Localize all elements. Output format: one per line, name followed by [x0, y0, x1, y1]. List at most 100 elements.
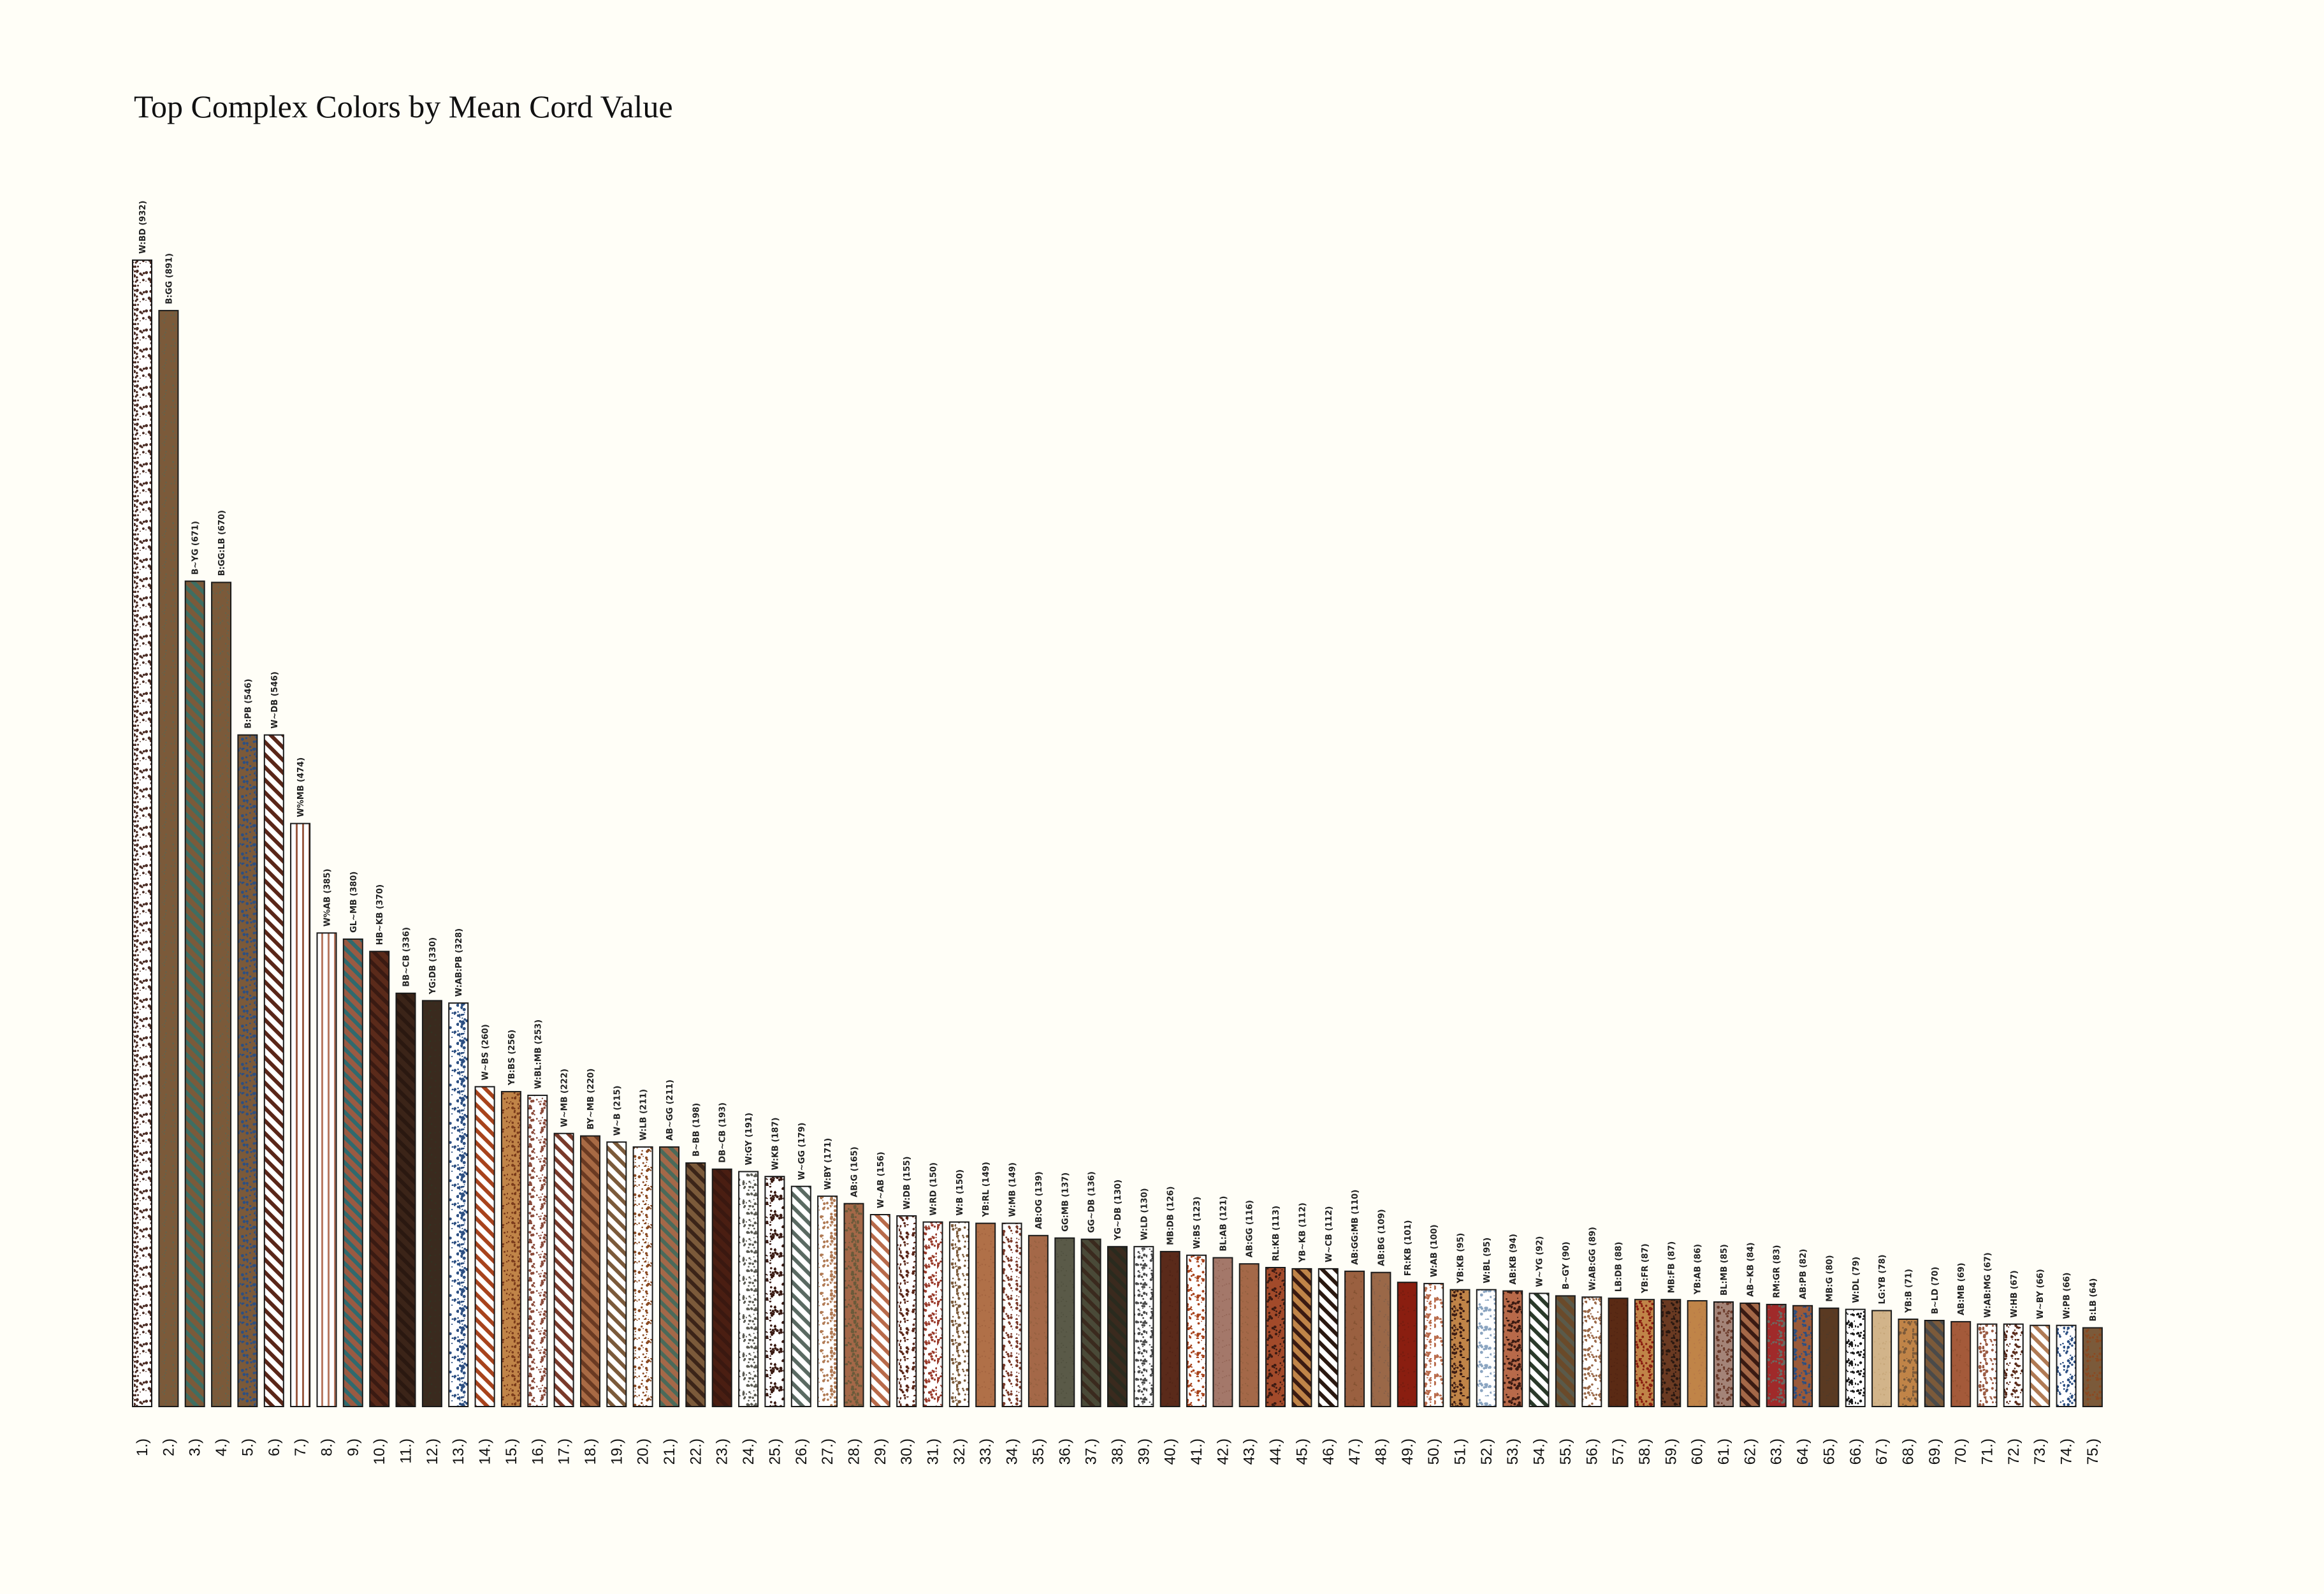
bar-value-label: W~CB (112): [1325, 1206, 1334, 1262]
bar-value-label: W:LD (130): [1140, 1188, 1149, 1240]
bar-72: [2003, 1323, 2024, 1407]
bar-value-label: YB:AB (86): [1694, 1244, 1703, 1295]
bar-value-label: W:BL (95): [1483, 1238, 1492, 1283]
rank-label: 14.): [477, 1438, 494, 1465]
rank-label: 20.): [635, 1438, 652, 1465]
value-labels-group: W:BD (932) B:GG (891) B~YG (671) B:GG:LB (6…: [138, 201, 2098, 1322]
rank-label: 29.): [872, 1438, 889, 1465]
bar-value-label: W:MB (149): [1008, 1162, 1018, 1217]
bar-value-label: W:DB (155): [903, 1157, 912, 1210]
bar-value-label: MB:G (80): [1825, 1255, 1834, 1301]
rank-label: 1.): [134, 1438, 151, 1456]
bar-50: [1423, 1283, 1444, 1407]
rank-label: 5.): [239, 1438, 256, 1456]
bar-value-label: W~YG (92): [1536, 1236, 1545, 1287]
bar-value-label: AB~GG (211): [665, 1079, 675, 1141]
rank-label: 58.): [1636, 1438, 1653, 1465]
bar-75: [2082, 1327, 2103, 1407]
bar-21: [659, 1146, 679, 1408]
rank-label: 69.): [1926, 1438, 1943, 1465]
bar-38: [1107, 1246, 1128, 1407]
bar-24: [738, 1171, 759, 1407]
rank-label: 28.): [846, 1438, 863, 1465]
bar-4: [211, 581, 232, 1407]
bar-69: [1924, 1320, 1945, 1407]
rank-label: 31.): [925, 1438, 942, 1465]
bar-36: [1054, 1237, 1075, 1407]
bar-32: [948, 1221, 970, 1407]
bar-value-label: GG~DB (136): [1087, 1171, 1097, 1232]
rank-label: 75.): [2084, 1438, 2102, 1465]
bar-value-label: YB:FR (87): [1641, 1243, 1650, 1294]
bar-56: [1581, 1296, 1602, 1408]
bar-value-label: LG:YB (78): [1878, 1255, 1887, 1305]
rank-label: 63.): [1768, 1438, 1785, 1465]
bar-28: [843, 1203, 864, 1407]
bar-value-label: W:BL:MB (253): [534, 1020, 543, 1089]
bar-value-label: W:GY (191): [744, 1113, 754, 1165]
rank-label: 2.): [160, 1438, 177, 1456]
bar-55: [1555, 1295, 1576, 1408]
rank-labels-group: 1.) 2.) 3.) 4.) 5.) 6.) 7.) 8.) 9.) 10.) 11.) 12.) 1…: [134, 1438, 2102, 1465]
rank-label: 60.): [1689, 1438, 1706, 1465]
bar-73: [2030, 1324, 2051, 1407]
bar-value-label: YB:B (71): [1905, 1269, 1914, 1313]
bar-value-label: DB~CB (193): [718, 1102, 728, 1163]
bar-27: [817, 1196, 838, 1407]
bar-63: [1766, 1303, 1787, 1408]
bar-43: [1238, 1263, 1260, 1407]
bar-value-label: B~BB (198): [692, 1103, 701, 1157]
bar-value-label: AB:G (165): [850, 1146, 860, 1197]
bar-54: [1529, 1292, 1550, 1407]
bar-68: [1898, 1319, 1919, 1407]
bar-value-label: YB:RL (149): [982, 1162, 991, 1217]
bar-67: [1871, 1310, 1892, 1407]
rank-label: 42.): [1214, 1438, 1231, 1465]
bar-value-label: AB:KB (94): [1509, 1234, 1518, 1285]
bar-25: [764, 1176, 785, 1407]
bar-61: [1713, 1301, 1734, 1407]
bar-value-label: W:KB (187): [771, 1118, 780, 1171]
bar-value-label: W~BS (260): [481, 1024, 491, 1080]
rank-label: 53.): [1504, 1438, 1521, 1465]
bar-52: [1476, 1289, 1497, 1407]
bar-value-label: YG:DB (330): [428, 937, 438, 995]
rank-label: 34.): [1004, 1438, 1021, 1465]
bar-19: [606, 1141, 627, 1407]
rank-label: 48.): [1372, 1438, 1390, 1465]
rank-label: 51.): [1452, 1438, 1469, 1465]
bar-value-label: YB~KB (112): [1298, 1203, 1307, 1263]
bars-group: [132, 260, 2103, 1408]
rank-label: 39.): [1135, 1438, 1152, 1465]
bar-value-label: MB:FB (87): [1667, 1241, 1676, 1293]
bar-value-label: B~LD (70): [1931, 1267, 1940, 1314]
rank-label: 11.): [398, 1438, 415, 1464]
bar-33: [975, 1222, 996, 1407]
bar-35: [1028, 1234, 1049, 1408]
rank-label: 56.): [1583, 1438, 1601, 1465]
bar-11: [395, 992, 416, 1408]
bar-66: [1845, 1308, 1866, 1408]
bar-7: [290, 823, 311, 1407]
rank-label: 64.): [1794, 1438, 1812, 1465]
bar-value-label: YB:BS (256): [507, 1030, 517, 1086]
bar-65: [1819, 1307, 1840, 1407]
bar-value-label: AB:PB (82): [1799, 1249, 1808, 1299]
bar-29: [869, 1214, 890, 1407]
rank-label: 68.): [1900, 1438, 1917, 1465]
rank-label: 57.): [1610, 1438, 1627, 1465]
rank-label: 21.): [661, 1438, 678, 1465]
bar-value-label: W~GG (179): [797, 1123, 807, 1180]
bar-value-label: LB:DB (88): [1615, 1242, 1624, 1292]
bar-value-label: YG~DB (130): [1114, 1180, 1123, 1241]
bar-58: [1634, 1299, 1655, 1407]
bar-value-label: HB~KB (370): [375, 884, 385, 945]
bar-value-label: B:PB (546): [243, 679, 253, 729]
bar-34: [1001, 1222, 1022, 1407]
bar-value-label: W%MB (474): [296, 757, 306, 817]
bar-16: [527, 1094, 548, 1408]
rank-label: 72.): [2005, 1438, 2023, 1465]
rank-label: 67.): [1873, 1438, 1891, 1465]
rank-label: 18.): [582, 1438, 599, 1465]
